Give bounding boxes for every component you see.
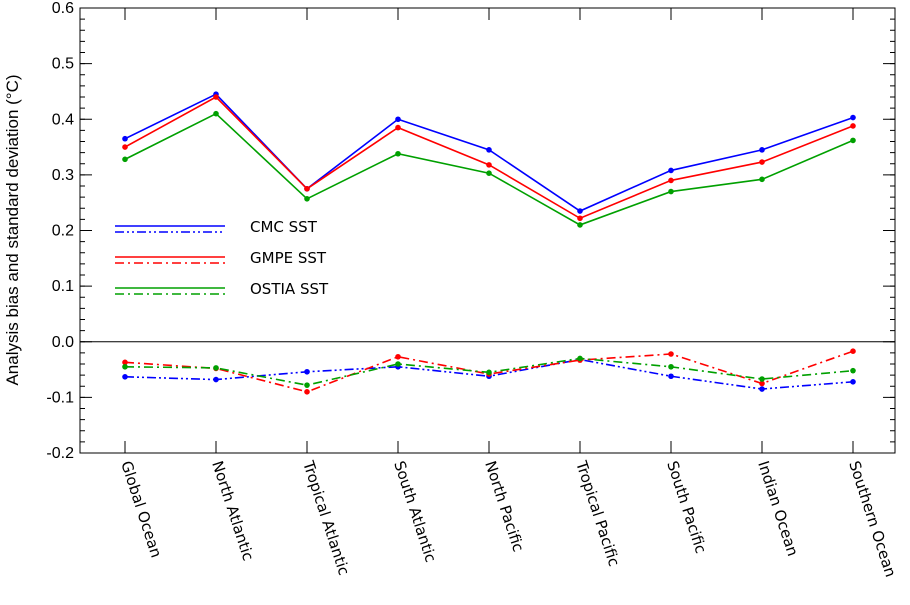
data-point bbox=[668, 363, 674, 370]
x-category-label: North Atlantic bbox=[208, 459, 257, 563]
data-point bbox=[486, 369, 492, 376]
legend-label: OSTIA SST bbox=[250, 280, 329, 298]
x-axis: Global Ocean North Atlantic Tropical Atlan… bbox=[117, 8, 900, 579]
data-point bbox=[395, 116, 401, 123]
data-point bbox=[122, 363, 128, 370]
data-point bbox=[122, 373, 128, 380]
data-point bbox=[395, 150, 401, 157]
x-category-label: Tropical Pacific bbox=[572, 458, 623, 569]
data-point bbox=[304, 389, 310, 395]
data-point bbox=[850, 114, 856, 121]
y-axis-title: Analysis bias and standard deviation (°C… bbox=[3, 74, 22, 385]
data-point bbox=[486, 170, 492, 177]
series-bias-ostia-sst bbox=[122, 355, 856, 388]
data-point bbox=[122, 144, 128, 150]
data-point bbox=[759, 147, 765, 153]
y-tick-label: -0.2 bbox=[46, 445, 74, 462]
x-category-label: Indian Ocean bbox=[754, 459, 802, 559]
y-tick-label: 0.4 bbox=[52, 111, 74, 128]
data-point bbox=[395, 361, 401, 367]
y-tick-label: -0.1 bbox=[46, 389, 74, 406]
data-point bbox=[668, 167, 674, 174]
y-tick-label: 0.1 bbox=[52, 278, 74, 295]
data-point bbox=[122, 359, 128, 366]
data-point bbox=[395, 353, 401, 360]
y-tick-label: 0.5 bbox=[52, 56, 74, 73]
data-point bbox=[577, 355, 583, 362]
data-point bbox=[213, 376, 219, 383]
data-point bbox=[850, 137, 856, 144]
data-point bbox=[759, 376, 765, 382]
data-point bbox=[213, 94, 219, 100]
x-category-label: Tropical Atlantic bbox=[299, 458, 353, 578]
data-point bbox=[577, 208, 583, 214]
y-axis: -0.2 -0.1 0.0 0.1 0.2 0.3 0.4 0.5 0.6 bbox=[46, 0, 895, 462]
data-point bbox=[577, 215, 583, 222]
y-tick-label: 0.3 bbox=[52, 167, 74, 184]
series-std-ostia-sst bbox=[122, 110, 856, 228]
data-point bbox=[668, 177, 674, 184]
plot-frame bbox=[79, 7, 896, 454]
data-point bbox=[850, 379, 856, 385]
data-point bbox=[304, 368, 310, 375]
x-category-label: North Pacific bbox=[481, 459, 527, 554]
x-category-label: South Pacific bbox=[663, 459, 710, 556]
series-layer bbox=[122, 91, 856, 395]
data-point bbox=[668, 351, 674, 357]
data-point bbox=[668, 188, 674, 195]
series-line bbox=[124, 96, 854, 220]
x-category-label: South Atlantic bbox=[390, 459, 440, 565]
y-tick-label: 0.2 bbox=[52, 223, 74, 240]
x-category-label: Global Ocean bbox=[117, 459, 165, 560]
data-point bbox=[759, 176, 765, 183]
data-point bbox=[486, 162, 492, 168]
data-point bbox=[759, 386, 765, 392]
data-point bbox=[122, 135, 128, 142]
data-point bbox=[850, 367, 856, 374]
data-point bbox=[213, 110, 219, 117]
data-point bbox=[213, 365, 219, 371]
data-point bbox=[577, 222, 583, 228]
series-std-cmc-sst bbox=[122, 91, 856, 214]
data-point bbox=[668, 373, 674, 380]
series-line bbox=[124, 112, 854, 226]
data-point bbox=[486, 147, 492, 153]
data-point bbox=[304, 382, 310, 388]
series-std-gmpe-sst bbox=[122, 94, 856, 222]
legend-label: CMC SST bbox=[250, 218, 318, 236]
data-point bbox=[304, 185, 310, 192]
data-point bbox=[122, 156, 128, 163]
data-point bbox=[304, 195, 310, 202]
data-point bbox=[850, 348, 856, 355]
legend-label: GMPE SST bbox=[250, 249, 327, 267]
data-point bbox=[850, 123, 856, 129]
legend: CMC SST GMPE SST OSTIA SST bbox=[115, 218, 329, 298]
x-category-label: Southern Ocean bbox=[845, 459, 900, 580]
y-tick-label: 0.0 bbox=[52, 334, 74, 351]
data-point bbox=[759, 159, 765, 165]
data-point bbox=[759, 380, 765, 387]
data-point bbox=[395, 124, 401, 131]
y-tick-label: 0.6 bbox=[52, 0, 74, 17]
